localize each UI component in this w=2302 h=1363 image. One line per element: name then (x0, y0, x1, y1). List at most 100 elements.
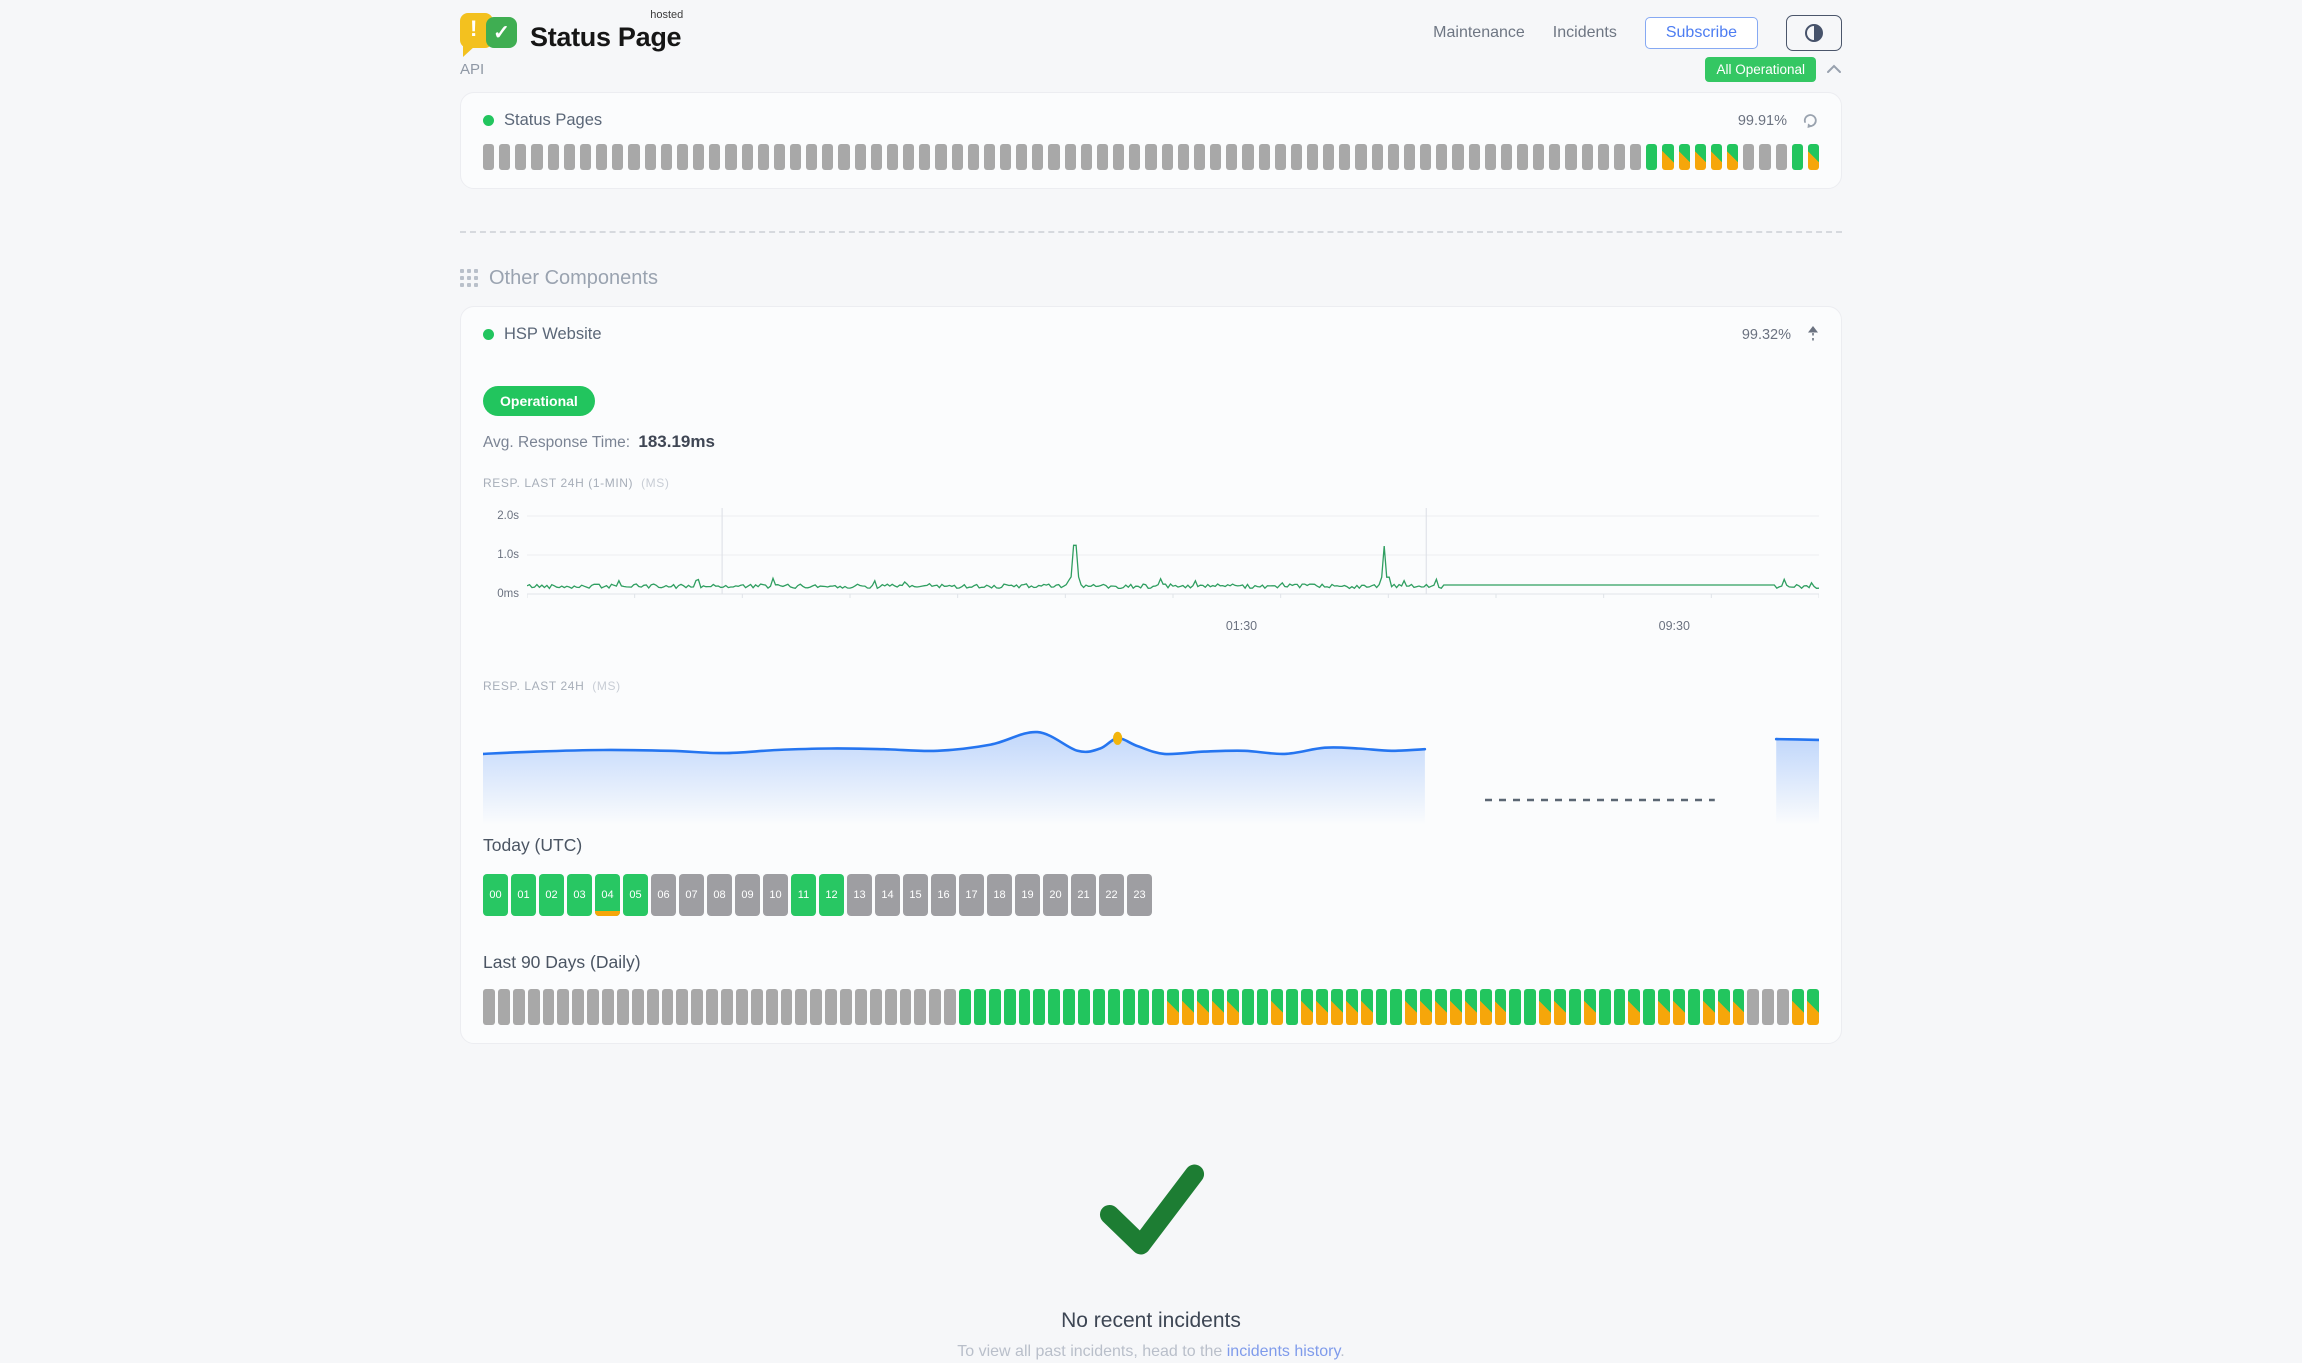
uptime-bar (628, 144, 640, 170)
uptime-bar (1583, 989, 1596, 1025)
uptime-bar (1167, 989, 1180, 1025)
uptime-bar (1710, 144, 1723, 170)
response-time-chart-24h (483, 730, 1819, 825)
uptime-bar (644, 144, 656, 170)
uptime-bar (1403, 144, 1416, 170)
uptime-bar (1568, 989, 1581, 1025)
uptime-bar (1646, 144, 1658, 170)
uptime-bar (1662, 144, 1674, 170)
uptime-bar (1360, 989, 1373, 1025)
y-tick-label: 1.0s (497, 549, 519, 561)
grid-icon (460, 269, 478, 287)
logo-check-icon: ✓ (486, 17, 517, 48)
uptime-bar (1210, 144, 1222, 170)
uptime-bar (789, 144, 802, 170)
uptime-bar (988, 989, 1001, 1025)
nav-incidents[interactable]: Incidents (1552, 24, 1617, 41)
uptime-bar (499, 144, 511, 170)
theme-toggle-button[interactable] (1786, 15, 1842, 51)
no-incidents-subtitle: To view all past incidents, head to the … (957, 1343, 1345, 1360)
uptime-bar (612, 144, 624, 170)
uptime-bar (1630, 144, 1642, 170)
uptime-bar (1211, 989, 1224, 1025)
incidents-history-link[interactable]: incidents history (1226, 1343, 1341, 1360)
uptime-bar (1792, 989, 1804, 1025)
today-hour-blocks: 00 01 02 03 04 05 06 07 08 09 10 11 12 13 14 15 16 17 18 19… (483, 874, 1819, 916)
chevron-up-icon[interactable] (1826, 64, 1842, 74)
uptime-bar (1113, 144, 1125, 170)
uptime-bar (1702, 989, 1715, 1025)
top-bar: ! ✓ hosted Status Page Maintenance Incid… (460, 0, 1842, 57)
refresh-button[interactable] (1803, 113, 1819, 128)
uptime-bar (1107, 989, 1120, 1025)
uptime-bar (973, 989, 986, 1025)
subscribe-button[interactable]: Subscribe (1644, 17, 1758, 49)
arrow-up-icon (1808, 325, 1818, 343)
uptime-bar (919, 144, 931, 170)
uptime-bar (725, 144, 737, 170)
uptime-bar (1048, 144, 1060, 170)
uptime-bar (1145, 144, 1157, 170)
hour-block: 07 (679, 874, 704, 916)
uptime-bar (1806, 989, 1819, 1025)
uptime-bar (935, 144, 947, 170)
hour-block: 19 (1015, 874, 1040, 916)
last90-bars-strip (483, 989, 1819, 1025)
uptime-bar (557, 989, 570, 1025)
uptime-bar (1048, 989, 1061, 1025)
uptime-bar (646, 989, 659, 1025)
uptime-bar (563, 144, 575, 170)
uptime-bar (602, 989, 614, 1025)
uptime-bar (1092, 989, 1105, 1025)
uptime-bar (1182, 989, 1194, 1025)
uptime-bar (1177, 144, 1189, 170)
avg-response-label: Avg. Response Time: (483, 434, 631, 451)
other-components-header: Other Components (460, 267, 1842, 290)
uptime-bar (1727, 144, 1739, 170)
uptime-bar (1479, 989, 1492, 1025)
uptime-bar (1436, 144, 1448, 170)
uptime-bar (709, 144, 721, 170)
uptime-bar (706, 989, 718, 1025)
uptime-bar (773, 144, 785, 170)
uptime-bar (780, 989, 793, 1025)
uptime-bar (899, 989, 912, 1025)
uptime-bar (542, 989, 555, 1025)
uptime-bar (531, 144, 543, 170)
uptime-bar (1747, 989, 1760, 1025)
hour-block: 04 (595, 874, 620, 916)
uptime-bar (1197, 989, 1209, 1025)
x-tick-label: 09:30 (1658, 619, 1690, 633)
uptime-bar (1628, 989, 1641, 1025)
uptime-bar (1509, 989, 1522, 1025)
uptime-bar (1003, 989, 1016, 1025)
uptime-bar (497, 989, 510, 1025)
response-time-chart-1min (526, 508, 1820, 598)
uptime-bar (1658, 989, 1670, 1025)
uptime-bar (596, 144, 608, 170)
uptime-bar (515, 144, 527, 170)
uptime-bar (1533, 144, 1545, 170)
refresh-icon (1803, 113, 1817, 128)
hour-block: 16 (931, 874, 956, 916)
component-name: HSP Website (504, 325, 602, 343)
uptime-bar (1193, 144, 1206, 170)
uptime-bar (1339, 144, 1351, 170)
trend-button[interactable] (1807, 325, 1819, 344)
hour-block: 21 (1071, 874, 1096, 916)
chart1-x-axis: 01:30 09:30 (527, 611, 1819, 635)
uptime-bar (903, 144, 915, 170)
no-incidents-section: No recent incidents To view all past inc… (460, 1162, 1842, 1361)
uptime-bar (1643, 989, 1656, 1025)
hour-block: 02 (539, 874, 564, 916)
uptime-bar (512, 989, 525, 1025)
uptime-bar (1597, 144, 1609, 170)
nav-maintenance[interactable]: Maintenance (1433, 24, 1525, 41)
status-pages-card: Status Pages 99.91% (460, 92, 1842, 189)
brand-name: Status Page (530, 22, 682, 52)
uptime-bar (1517, 144, 1529, 170)
uptime-bar (750, 989, 763, 1025)
uptime-bar (691, 989, 704, 1025)
uptime-bar (1274, 144, 1286, 170)
hour-block: 12 (819, 874, 844, 916)
